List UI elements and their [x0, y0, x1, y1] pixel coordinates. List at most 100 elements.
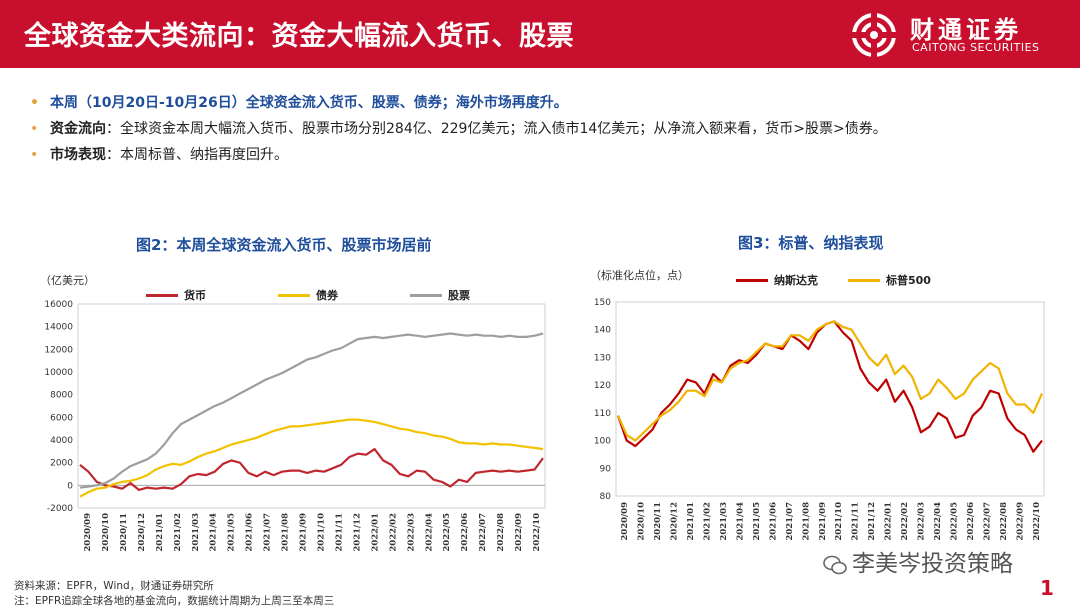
chart2-xtick-label: 2021/07 — [785, 502, 795, 541]
chart2-ytick-label: 140 — [594, 326, 611, 336]
chart1-legend-money: 货币 — [146, 287, 206, 303]
chart2-xtick-label: 2021/11 — [851, 502, 861, 541]
chart2-xtick-label: 2021/10 — [834, 502, 844, 541]
chart1-xtick-label: 2022/04 — [424, 513, 434, 552]
chart2-xtick-label: 2021/02 — [703, 502, 713, 541]
chart2-xtick-label: 2022/04 — [933, 502, 943, 541]
chart2-xtick-label: 2021/05 — [752, 502, 762, 541]
chart2-xtick-label: 2022/10 — [1032, 502, 1042, 541]
chart2-xtick-label: 2021/01 — [686, 502, 696, 541]
legend-swatch — [848, 278, 880, 282]
chart1-xtick-label: 2021/01 — [155, 513, 165, 552]
watermark-text: 李美岑投资策略 — [852, 551, 1013, 577]
chart2-xtick-label: 2021/09 — [818, 502, 828, 541]
chart2-xtick-label: 2022/08 — [999, 502, 1009, 541]
chart2-legend-sp500: 标普500 — [848, 272, 931, 288]
chart2-title: 图3：标普、纳指表现 — [738, 234, 884, 252]
chart2-series-0-line — [616, 320, 1043, 453]
brand-logo: 财通证券 CAITONG SECURITIES — [850, 8, 1050, 62]
chart1-frame — [77, 303, 546, 509]
watermark: 李美岑投资策略 — [822, 544, 1013, 578]
chart2-xtick-label: 2022/01 — [884, 502, 894, 541]
chart2-ytick-label: 120 — [594, 381, 611, 391]
chart2-xtick-label: 2022/07 — [982, 502, 992, 541]
brand-emblem-icon — [852, 13, 896, 57]
chart2-ytick-label: 100 — [594, 437, 611, 447]
chart2-xtick-label: 2022/03 — [917, 502, 927, 541]
chart2-xtick-label: 2022/05 — [949, 502, 959, 541]
chart1-ytick-label: 14000 — [44, 323, 73, 333]
chart1-ytick-label: 2000 — [50, 459, 73, 469]
chart1-series-1-line — [79, 418, 544, 498]
bullet-dot-icon: • — [30, 147, 39, 163]
chart2-xtick-label: 2021/08 — [801, 502, 811, 541]
chart1-xtick-label: 2022/01 — [370, 513, 380, 552]
chart2-ytick-label: 80 — [600, 492, 612, 502]
chart1-xtick-label: 2022/02 — [388, 513, 398, 552]
footer-note: 注：EPFR追踪全球各地的基金流向，数据统计周期为上周三至本周三 — [14, 595, 335, 607]
footer-source: 资料来源：EPFR，Wind，财通证券研究所 — [14, 580, 214, 592]
chart1-xtick-label: 2022/08 — [496, 513, 506, 552]
chart1-ytick-label: 12000 — [44, 345, 73, 355]
chart2-xtick-label: 2020/12 — [670, 502, 680, 541]
chart1-xtick-label: 2021/03 — [191, 513, 201, 552]
chart1-ytick-label: 6000 — [50, 413, 73, 423]
header-bar: 全球资金大类流向：资金大幅流入货币、股票 财通证券 CAITONG SECURI… — [0, 0, 1080, 68]
bullet-text: 本周（10月20日-10月26日）全球资金流入货币、股票、债券；海外市场再度升。 — [50, 95, 568, 111]
chart1-xtick-label: 2020/11 — [119, 513, 129, 552]
chart1-ytick-label: 0 — [67, 481, 73, 491]
chart2-xtick-label: 2021/06 — [768, 502, 778, 541]
bullet-text: ：全球资金本周大幅流入货币、股票市场分别284亿、229亿美元；流入债市14亿美… — [106, 121, 887, 137]
chart1-xtick-label: 2021/04 — [209, 513, 219, 552]
chart1-xtick-label: 2022/07 — [478, 513, 488, 552]
brand-name-cn: 财通证券 — [910, 16, 1022, 44]
chart1-xtick-label: 2022/10 — [532, 513, 542, 552]
page-number: 1 — [1040, 576, 1054, 600]
chart1-title: 图2：本周全球资金流入货币、股票市场居前 — [136, 236, 432, 254]
legend-swatch — [410, 293, 442, 297]
chart2-xtick-label: 2021/12 — [867, 502, 877, 541]
legend-swatch — [278, 293, 310, 297]
summary-bullets: • 本周（10月20日-10月26日）全球资金流入货币、股票、债券；海外市场再度升… — [28, 90, 1068, 168]
bullet-item: • 资金流向：全球资金本周大幅流入货币、股票市场分别284亿、229亿美元；流入债… — [28, 116, 1068, 142]
chart1-unit: （亿美元） — [40, 274, 95, 287]
chart1-xtick-label: 2021/08 — [281, 513, 291, 552]
chart2-xtick-label: 2020/10 — [637, 502, 647, 541]
chart1-series-2-line — [79, 332, 544, 489]
chart2-legend-nasdaq: 纳斯达克 — [736, 272, 818, 288]
chart2-xtick-label: 2020/11 — [653, 502, 663, 541]
chart1-ytick-label: -2000 — [47, 504, 73, 514]
chart1-xtick-label: 2021/05 — [227, 513, 237, 552]
chart1-ytick-label: 8000 — [50, 391, 73, 401]
chart1-series-0-line — [79, 448, 544, 491]
chart2-xtick-label: 2022/09 — [1015, 502, 1025, 541]
legend-swatch — [146, 293, 178, 297]
chart1-ytick-label: 4000 — [50, 436, 73, 446]
chart1-ytick-label: 10000 — [44, 368, 73, 378]
wechat-icon — [823, 555, 847, 574]
chart1-xtick-label: 2021/11 — [334, 513, 344, 552]
legend-swatch — [736, 278, 768, 282]
chart2-frame — [615, 301, 1045, 497]
chart1-xtick-label: 2022/09 — [514, 513, 524, 552]
chart2-ytick-label: 90 — [600, 464, 612, 474]
chart1-xtick-label: 2021/10 — [316, 513, 326, 552]
chart1-ytick-label: 16000 — [44, 300, 73, 310]
chart1-xtick-label: 2021/02 — [173, 513, 183, 552]
brand-name-en: CAITONG SECURITIES — [912, 41, 1040, 54]
chart1-xtick-label: 2020/10 — [101, 513, 111, 552]
bullet-item: • 市场表现：本周标普、纳指再度回升。 — [28, 142, 1068, 168]
page-title: 全球资金大类流向：资金大幅流入货币、股票 — [24, 21, 574, 52]
chart1-xtick-label: 2021/09 — [299, 513, 309, 552]
bullet-label: 市场表现 — [50, 147, 106, 163]
chart1-xtick-label: 2022/05 — [442, 513, 452, 552]
bullet-dot-icon: • — [30, 95, 39, 111]
chart1-legend-bond: 债券 — [278, 287, 338, 303]
chart2-xtick-label: 2022/02 — [900, 502, 910, 541]
bullet-item: • 本周（10月20日-10月26日）全球资金流入货币、股票、债券；海外市场再度升… — [28, 90, 1068, 116]
chart2-unit: （标准化点位，点） — [590, 269, 689, 282]
chart1-xtick-label: 2020/09 — [83, 513, 93, 552]
chart1-xtick-label: 2022/03 — [406, 513, 416, 552]
